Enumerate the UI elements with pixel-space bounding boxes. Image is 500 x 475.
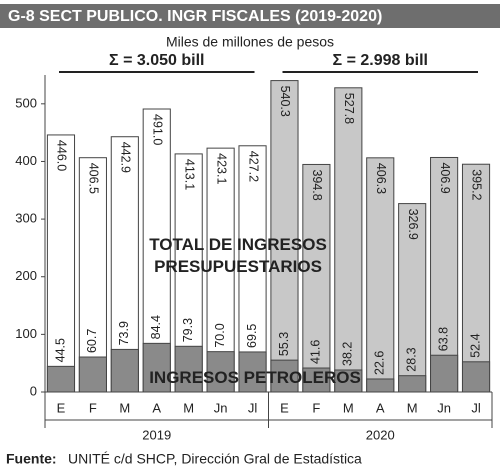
bar-petroleros [174, 345, 203, 393]
bar-petroleros [78, 356, 107, 393]
value-label: 79.3 [181, 318, 195, 342]
bar-petroleros [270, 359, 299, 393]
x-tick-label: F [312, 400, 320, 415]
y-tick-label: 500 [15, 95, 37, 110]
value-label: 22.6 [373, 351, 387, 375]
value-label: 394.8 [310, 169, 324, 200]
value-label: 406.9 [438, 162, 452, 193]
value-label: 69.5 [245, 324, 259, 348]
value-label: 55.3 [277, 332, 291, 356]
value-label: 446.0 [55, 140, 69, 171]
source-label: Fuente: [6, 451, 57, 467]
x-tick-label: Jn [214, 400, 228, 415]
bar-petroleros [46, 365, 76, 393]
subtitle: Miles de millones de pesos [166, 34, 334, 50]
bar-petroleros [142, 342, 171, 393]
sum-label: Σ = 3.050 bill [109, 52, 204, 69]
bar-total [430, 156, 459, 393]
value-label: 406.5 [87, 163, 101, 194]
y-tick-label: 200 [15, 268, 37, 283]
bar-total [302, 163, 331, 393]
group-label: 2019 [142, 427, 171, 442]
value-label: 395.2 [470, 169, 484, 200]
bar-petroleros [110, 348, 139, 393]
value-label: 527.8 [342, 93, 356, 124]
x-tick-label: Jn [437, 400, 451, 415]
bar-total [461, 163, 491, 393]
value-label: 60.7 [85, 329, 99, 353]
value-label: 28.3 [404, 347, 418, 371]
value-label: 442.9 [119, 142, 133, 173]
value-label: 38.2 [341, 342, 355, 366]
x-tick-label: A [376, 400, 385, 415]
title-bar [0, 4, 500, 28]
y-tick-label: 300 [15, 211, 37, 226]
value-label: 326.9 [406, 209, 420, 240]
value-label: 413.1 [182, 159, 196, 190]
source-text: UNITÉ c/d SHCP, Dirección Gral de Estadí… [68, 451, 362, 467]
x-tick-label: Jl [471, 400, 481, 415]
x-tick-label: M [407, 400, 418, 415]
bar-total [398, 203, 427, 393]
value-label: 41.6 [309, 340, 323, 364]
value-label: 52.4 [468, 333, 482, 357]
y-tick-label: 100 [15, 326, 37, 341]
bar-total [78, 157, 107, 393]
x-tick-label: E [280, 400, 289, 415]
value-label: 84.4 [149, 315, 163, 339]
bar-petroleros [461, 361, 491, 393]
x-tick-label: M [119, 400, 130, 415]
x-tick-label: A [152, 400, 161, 415]
legend-petroleros: INGRESOS PETROLEROS [149, 368, 361, 387]
group-label: 2020 [366, 427, 395, 442]
y-tick-label: 0 [30, 383, 37, 398]
value-label: 406.3 [374, 163, 388, 194]
legend-total: TOTAL DE INGRESOS PRESUPUESTARIOS [149, 235, 327, 276]
bar-total [270, 80, 299, 393]
x-tick-label: Jl [248, 400, 258, 415]
y-tick-label: 400 [15, 153, 37, 168]
value-label: 73.9 [117, 321, 131, 345]
chart-title: G-8 SECT PUBLICO. INGR FISCALES (2019-20… [8, 8, 382, 25]
bar-total [238, 145, 267, 393]
x-tick-label: E [57, 400, 66, 415]
bar-total [46, 134, 76, 393]
x-tick-label: M [343, 400, 354, 415]
value-label: 427.2 [246, 151, 260, 182]
value-label: 44.5 [53, 338, 67, 362]
value-label: 63.8 [436, 327, 450, 351]
value-label: 423.1 [214, 153, 228, 184]
bar-total [366, 157, 395, 393]
bar-petroleros [238, 351, 267, 393]
bar-petroleros [430, 354, 459, 393]
x-tick-label: M [183, 400, 194, 415]
x-tick-label: F [89, 400, 97, 415]
value-label: 70.0 [213, 323, 227, 347]
value-label: 491.0 [150, 114, 164, 145]
value-label: 540.3 [278, 86, 292, 117]
sum-label: Σ = 2.998 bill [333, 52, 428, 69]
